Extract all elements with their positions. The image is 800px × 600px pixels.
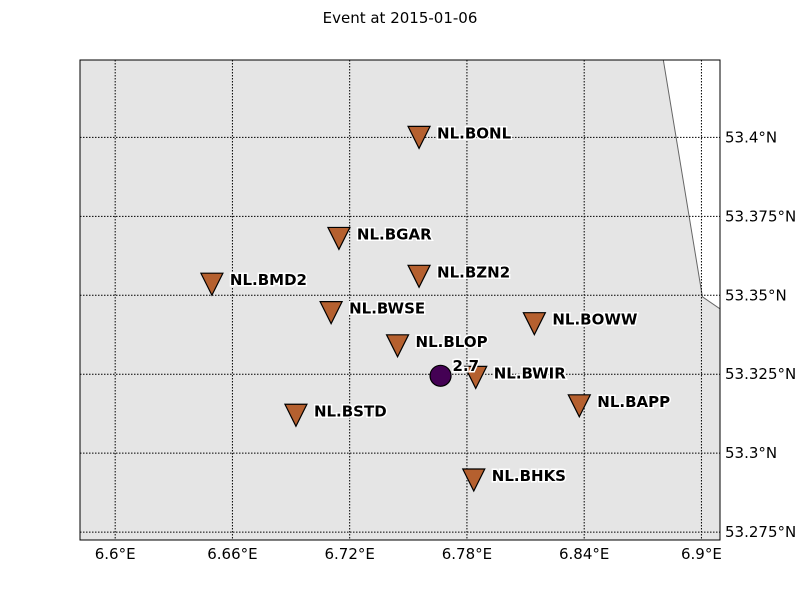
station-markers: NL.BONL NL.BGAR NL.BZN2 NL.BMD2 NL.BWSE NL.BO… [199, 123, 672, 493]
station-triangle-icon [326, 226, 351, 251]
station-nl-bmd2[interactable]: NL.BMD2 [199, 270, 308, 297]
lat-tick-label: 53.35°N [725, 286, 787, 304]
station-label: NL.BAPP [597, 393, 670, 411]
map-title: Event at 2015-01-06 [322, 9, 478, 27]
station-label: NL.BSTD [314, 402, 387, 420]
coastline [662, 60, 720, 310]
lon-tick-label: 6.6°E [95, 545, 136, 563]
station-label: NL.BOWW [552, 311, 638, 329]
station-triangle-icon [319, 301, 344, 325]
station-triangle-icon [567, 394, 592, 419]
map-frame [79, 59, 721, 541]
lat-tick-label: 53.4°N [725, 128, 777, 146]
station-triangle-icon [199, 272, 224, 297]
station-triangle-icon [522, 312, 547, 337]
lon-tick-label: 6.78°E [442, 545, 492, 563]
lat-tick-label: 53.3°N [725, 444, 777, 462]
station-nl-bzn2[interactable]: NL.BZN2 [407, 262, 512, 289]
station-nl-bhks[interactable]: NL.BHKS [461, 466, 568, 493]
station-label: NL.BMD2 [230, 271, 307, 289]
station-nl-bonl[interactable]: NL.BONL [407, 123, 513, 150]
station-label: NL.BLOP [416, 333, 488, 351]
event-epicenter-marker[interactable] [429, 364, 452, 387]
station-triangle-icon [283, 403, 308, 428]
event-magnitude-label: 2.7 [453, 357, 480, 375]
station-nl-bapp[interactable]: NL.BAPP [567, 391, 672, 419]
station-label: NL.BONL [437, 124, 512, 142]
station-label: NL.BGAR [357, 225, 432, 243]
station-triangle-icon [407, 125, 432, 150]
axis-ticks: 6.6°E 6.66°E 6.72°E 6.78°E 6.84°E 6.9°E 53.4°N… [95, 128, 796, 563]
station-nl-bgar[interactable]: NL.BGAR [326, 224, 434, 251]
station-nl-bstd[interactable]: NL.BSTD [283, 401, 388, 428]
station-triangle-icon [407, 264, 432, 289]
lon-tick-label: 6.66°E [207, 545, 257, 563]
graticule [80, 60, 720, 540]
land-area [80, 60, 720, 540]
station-label: NL.BWIR [494, 364, 567, 382]
lat-tick-label: 53.275°N [725, 523, 796, 541]
station-nl-bwse[interactable]: NL.BWSE [319, 298, 427, 325]
lat-tick-label: 53.325°N [725, 365, 796, 383]
station-nl-boww[interactable]: NL.BOWW [522, 309, 639, 337]
lon-tick-label: 6.72°E [324, 545, 374, 563]
station-label: NL.BHKS [492, 467, 566, 485]
station-nl-bwir[interactable]: NL.BWIR [463, 363, 568, 390]
lat-tick-label: 53.375°N [725, 207, 796, 225]
station-label: NL.BZN2 [437, 263, 510, 281]
water-area [663, 60, 720, 309]
station-triangle-icon [463, 365, 488, 390]
station-label: NL.BWSE [349, 300, 425, 318]
lon-tick-label: 6.9°E [681, 545, 722, 563]
station-triangle-icon [461, 468, 486, 493]
station-nl-blop[interactable]: NL.BLOP [385, 331, 489, 359]
event-marker-group: 2.7 [429, 355, 481, 387]
lon-tick-label: 6.84°E [559, 545, 609, 563]
station-triangle-icon [385, 334, 410, 359]
